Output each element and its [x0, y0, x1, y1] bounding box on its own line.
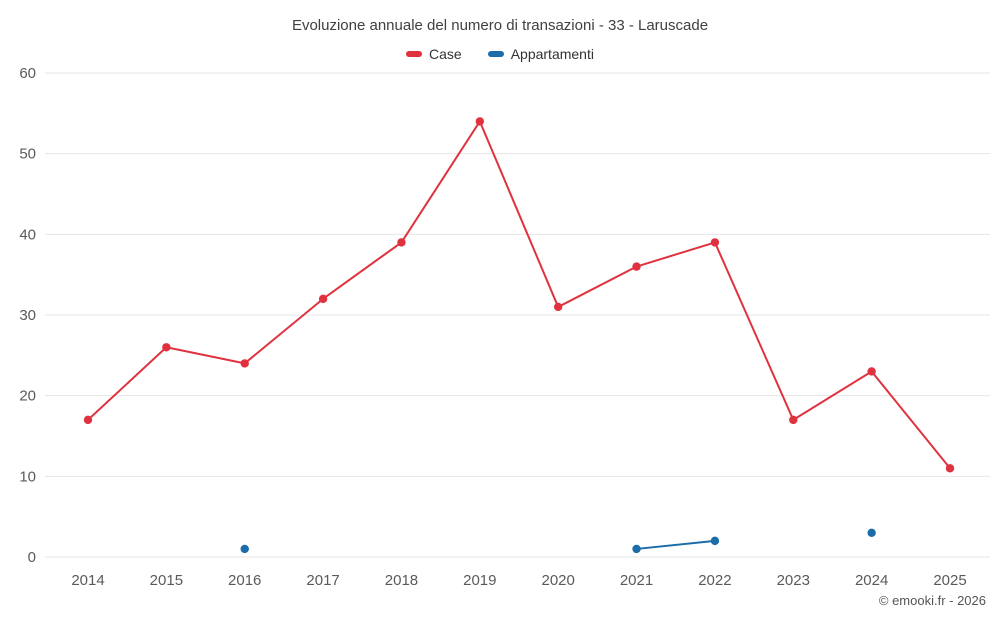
legend-label-appartamenti: Appartamenti	[510, 46, 594, 62]
x-tick-label: 2022	[698, 572, 731, 589]
copyright-text: © emooki.fr - 2026	[878, 593, 986, 608]
x-tick-label: 2021	[620, 572, 653, 589]
case-point-2017[interactable]	[318, 294, 328, 304]
y-tick-label: 20	[19, 388, 36, 405]
appartamenti-point-2021[interactable]	[632, 544, 641, 554]
case-point-2018[interactable]	[397, 238, 406, 247]
x-tick-label: 2016	[228, 572, 261, 589]
case-swatch-icon	[406, 51, 423, 57]
case-point-2019[interactable]	[475, 117, 485, 126]
y-tick-label: 40	[19, 226, 36, 243]
case-point-2016[interactable]	[240, 359, 249, 368]
appartamenti-swatch-icon	[487, 51, 504, 57]
legend-item-appartamenti[interactable]: Appartamenti	[487, 46, 594, 62]
x-tick-label: 2015	[150, 572, 183, 589]
x-tick-label: 2020	[541, 572, 574, 589]
x-tick-label: 2024	[855, 572, 888, 589]
x-tick-label: 2025	[933, 572, 966, 589]
case-point-2020[interactable]	[553, 302, 563, 312]
x-tick-label: 2019	[463, 572, 496, 589]
case-point-2021[interactable]	[632, 262, 641, 271]
case-point-2022[interactable]	[710, 238, 720, 247]
case-point-2014[interactable]	[83, 415, 93, 425]
y-tick-label: 50	[19, 146, 36, 163]
case-point-2024[interactable]	[867, 367, 876, 376]
legend-item-case[interactable]: Case	[406, 46, 462, 62]
chart-title: Evoluzione annuale del numero di transaz…	[291, 17, 709, 34]
x-tick-label: 2014	[71, 572, 104, 589]
y-tick-label: 30	[19, 307, 36, 324]
x-tick-label: 2018	[385, 572, 418, 589]
case-line	[87, 120, 951, 470]
x-tick-label: 2023	[777, 572, 810, 589]
chart-legend: Case Appartamenti	[0, 46, 1000, 62]
case-point-2015[interactable]	[162, 343, 171, 352]
y-tick-label: 0	[28, 549, 36, 566]
appartamenti-point-2016[interactable]	[240, 544, 249, 554]
y-tick-label: 10	[19, 468, 36, 485]
case-point-2023[interactable]	[789, 415, 798, 425]
legend-label-case: Case	[429, 46, 462, 62]
y-tick-label: 60	[19, 65, 36, 82]
appartamenti-line	[635, 539, 716, 550]
appartamenti-point-2024[interactable]	[867, 528, 876, 537]
appartamenti-point-2022[interactable]	[710, 536, 720, 546]
x-tick-label: 2017	[306, 572, 339, 589]
case-point-2025[interactable]	[945, 464, 955, 473]
